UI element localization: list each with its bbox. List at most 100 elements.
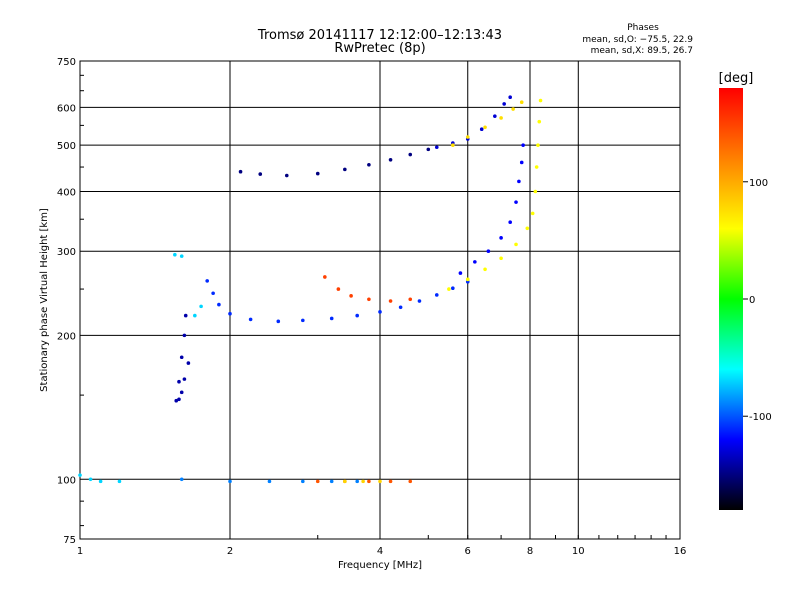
echo-points (78, 95, 543, 484)
echo-point (508, 95, 512, 99)
echo-point (228, 311, 232, 316)
echo-point (173, 252, 177, 257)
colorbar-label: [deg] (719, 71, 754, 86)
echo-point (378, 479, 382, 484)
y-tick-label: 600 (57, 103, 76, 114)
x-tick-label: 1 (77, 546, 83, 557)
echo-point (174, 398, 179, 403)
echo-point (355, 479, 359, 484)
echo-point (205, 279, 209, 283)
echo-point (182, 377, 187, 381)
echo-point (502, 102, 506, 106)
echo-point (458, 271, 463, 275)
echo-point (183, 313, 188, 318)
x-tick-label: 6 (465, 546, 471, 557)
echo-point (388, 479, 393, 484)
echo-point (177, 397, 181, 402)
echo-point (186, 361, 191, 365)
echo-point (514, 242, 518, 247)
colorbar-tick-label: -100 (749, 412, 772, 423)
x-tick-label: 10 (572, 546, 585, 557)
echo-point (217, 302, 221, 307)
echo-point (367, 479, 371, 484)
echo-point (408, 297, 413, 302)
echo-point (417, 299, 422, 303)
colorbar-tick-label: 100 (749, 178, 768, 189)
echo-point (493, 114, 497, 118)
echo-point (536, 143, 540, 147)
echo-point (426, 147, 431, 152)
echo-point (199, 304, 203, 309)
echo-point (479, 127, 484, 131)
y-tick-label: 750 (57, 57, 76, 68)
echo-point (276, 319, 281, 324)
x-tick-label: 2 (227, 546, 233, 557)
echo-point (179, 355, 184, 360)
echo-point (179, 254, 184, 258)
echo-point (329, 479, 334, 484)
echo-point (434, 293, 439, 297)
colorbar (719, 88, 743, 510)
echo-point (329, 316, 334, 321)
echo-point (179, 477, 184, 482)
echo-point (315, 171, 320, 176)
y-tick-label: 400 (57, 187, 76, 198)
y-tick-label: 100 (57, 475, 76, 486)
echo-point (486, 249, 491, 254)
echo-point (538, 98, 543, 103)
echo-point (534, 165, 539, 169)
phases-heading: Phases (627, 23, 659, 33)
echo-point (525, 226, 530, 231)
echo-point (434, 145, 439, 150)
phases-x-mode: mean, sd,X: 89.5, 26.7 (591, 46, 693, 56)
echo-point (343, 479, 347, 484)
echo-point (483, 125, 487, 130)
echo-point (451, 143, 455, 147)
echo-point (508, 220, 512, 225)
echo-point (88, 477, 93, 482)
echo-point (530, 211, 535, 216)
y-tick-label: 300 (57, 247, 76, 258)
phases-o-mode: mean, sd,O: −75.5, 22.9 (582, 35, 693, 45)
echo-point (117, 479, 122, 484)
x-tick-label: 4 (377, 546, 383, 557)
echo-point (483, 267, 487, 272)
echo-point (355, 313, 359, 318)
echo-point (361, 479, 365, 484)
echo-point (447, 287, 451, 291)
echo-point (378, 310, 382, 314)
echo-point (519, 160, 524, 165)
echo-point (521, 143, 525, 147)
echo-point (349, 294, 353, 298)
echo-point (367, 297, 371, 302)
echo-point (228, 479, 232, 484)
echo-point (499, 116, 503, 120)
echo-point (537, 119, 542, 124)
echo-point (98, 479, 103, 484)
echo-point (301, 479, 305, 484)
echo-point (388, 157, 393, 162)
echo-point (398, 305, 403, 310)
echo-point (343, 167, 347, 172)
echo-point (465, 277, 470, 282)
echo-point (473, 260, 477, 264)
y-tick-label: 500 (57, 141, 76, 152)
x-tick-label: 16 (674, 546, 687, 557)
echo-point (182, 333, 187, 338)
echo-point (248, 317, 253, 322)
y-axis-label: Stationary phase Virtual Height [km] (39, 208, 50, 392)
echo-point (336, 287, 341, 291)
echo-point (258, 172, 263, 176)
echo-point (533, 189, 538, 194)
echo-point (367, 162, 371, 167)
echo-point (514, 200, 518, 204)
echo-point (177, 379, 181, 384)
echo-point (238, 169, 243, 174)
echo-point (519, 100, 524, 104)
echo-point (267, 479, 272, 484)
x-tick-label: 8 (527, 546, 533, 557)
echo-point (315, 479, 320, 484)
echo-point (511, 107, 515, 111)
y-tick-label: 200 (57, 331, 76, 342)
echo-point (301, 318, 305, 323)
